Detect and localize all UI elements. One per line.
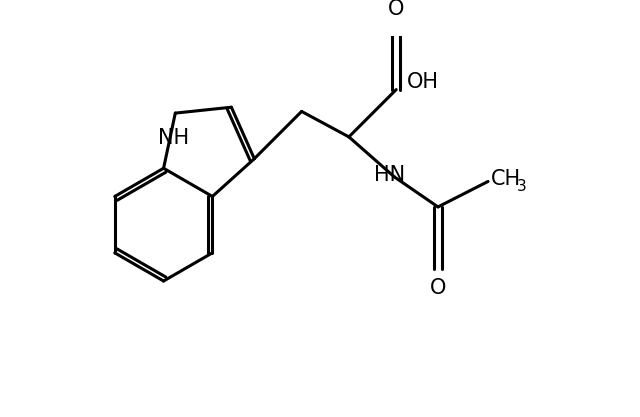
Text: 3: 3 xyxy=(517,178,527,193)
Text: CH: CH xyxy=(491,169,521,189)
Text: O: O xyxy=(430,278,446,298)
Text: O: O xyxy=(388,0,404,19)
Text: OH: OH xyxy=(407,72,439,92)
Text: HN: HN xyxy=(374,165,406,185)
Text: NH: NH xyxy=(158,128,189,148)
